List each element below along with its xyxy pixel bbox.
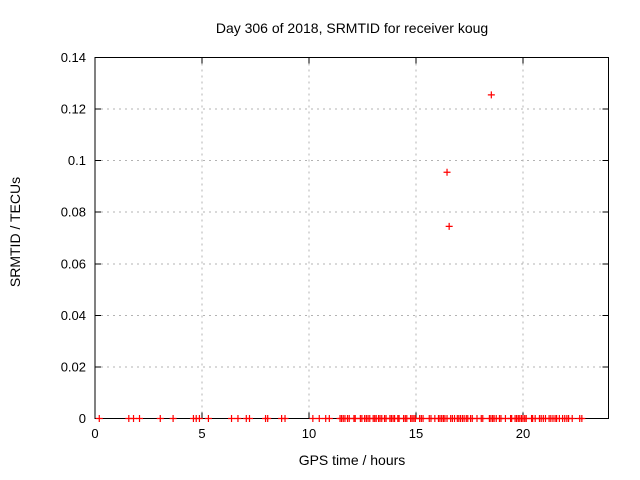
data-point-marker (419, 415, 427, 422)
y-axis-label: SRMTID / TECUs (7, 176, 23, 288)
data-point-marker (479, 415, 487, 422)
data-point-marker (228, 415, 236, 422)
data-point-marker (204, 415, 212, 422)
data-point-marker (325, 415, 333, 422)
plot-border (94, 57, 610, 419)
data-point-marker (315, 415, 323, 422)
x-tick-label: 5 (198, 426, 205, 441)
data-point-marker (95, 415, 103, 422)
y-tick-label: 0.12 (61, 102, 86, 117)
data-point-marker (568, 415, 576, 422)
y-tick-label: 0.04 (61, 308, 86, 323)
data-point-marker (309, 415, 317, 422)
y-tick-label: 0.08 (61, 205, 86, 220)
tick-labels: 0 5 10 15 20 0 0.02 0.04 0.06 0.08 0.1 0.12 0.14 (61, 50, 531, 441)
x-axis-label: GPS time / hours (298, 452, 406, 468)
data-point-marker (136, 415, 144, 422)
data-point-marker (487, 91, 495, 99)
axis-ticks (94, 57, 609, 419)
y-tick-label: 0.1 (68, 153, 86, 168)
y-tick-label: 0.06 (61, 256, 86, 271)
data-point-marker (234, 415, 242, 422)
x-tick-label: 10 (302, 426, 316, 441)
y-tick-label: 0 (79, 411, 86, 426)
data-point-marker (443, 168, 451, 176)
y-tick-label: 0.14 (61, 50, 86, 65)
data-point-marker (195, 415, 203, 422)
x-tick-label: 15 (409, 426, 423, 441)
data-point-marker (264, 415, 272, 422)
y-tick-label: 0.02 (61, 359, 86, 374)
gridlines (95, 57, 609, 419)
x-tick-label: 20 (516, 426, 530, 441)
data-point-marker (578, 415, 586, 422)
data-point-marker (445, 222, 453, 230)
data-point-marker (246, 415, 254, 422)
data-points (95, 91, 586, 422)
data-point-marker (130, 415, 138, 422)
data-point-marker (169, 415, 177, 422)
x-tick-label: 0 (91, 426, 98, 441)
data-point-marker (281, 415, 289, 422)
data-point-marker (156, 415, 164, 422)
chart-title: Day 306 of 2018, SRMTID for receiver kou… (215, 20, 489, 36)
